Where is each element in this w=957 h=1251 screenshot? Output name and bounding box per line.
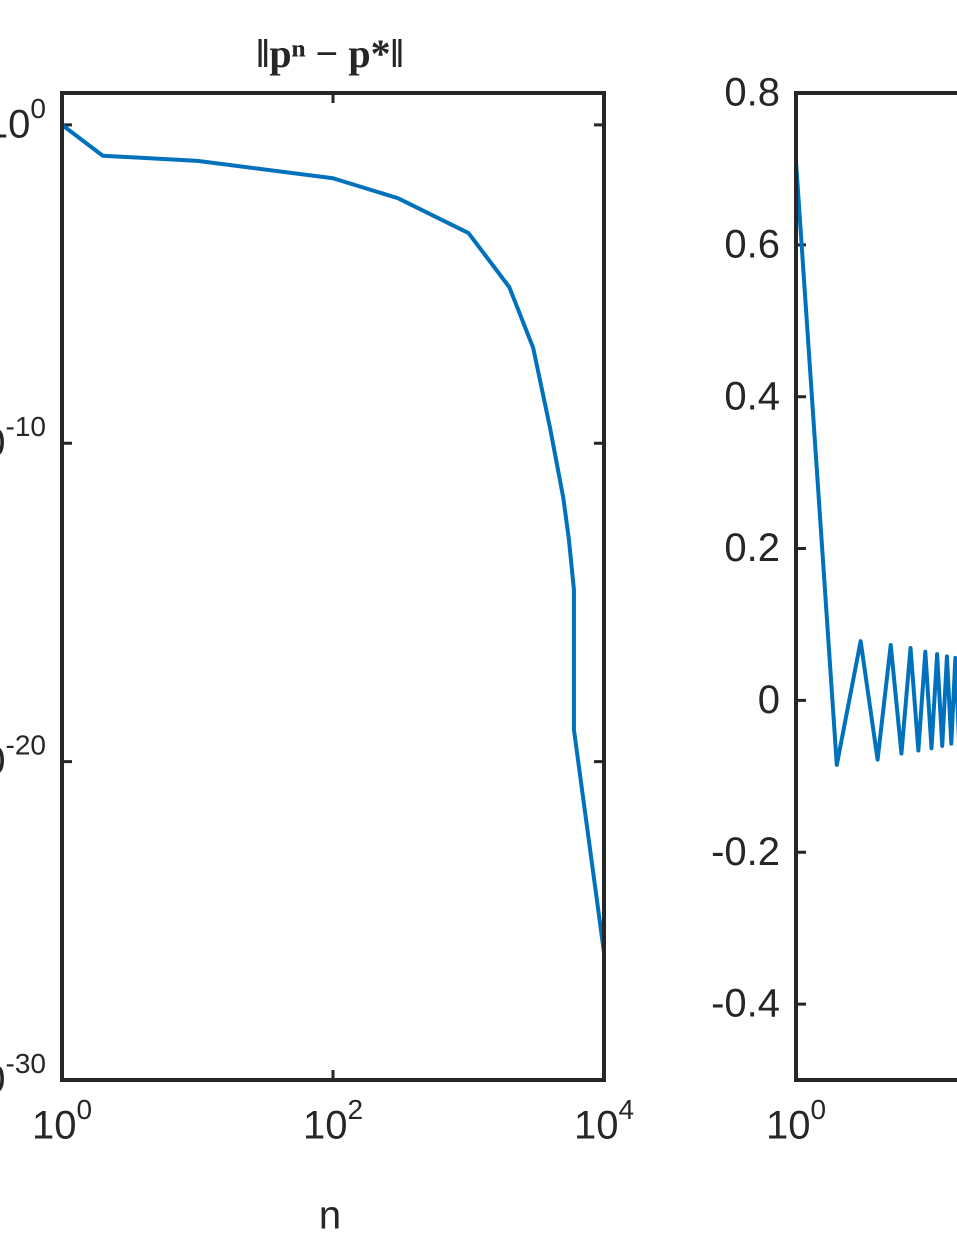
x-tick-label: 104 <box>574 1094 634 1147</box>
y-tick-label: 10-30 <box>0 1048 46 1101</box>
y-tick-label: 0 <box>758 678 780 722</box>
data-line <box>62 123 604 953</box>
y-tick-label: 0.4 <box>724 374 780 418</box>
y-tick-label: 10-10 <box>0 412 46 465</box>
y-tick-label: 100 <box>0 93 46 146</box>
x-tick-label: 102 <box>303 1094 363 1147</box>
y-tick-label: -0.2 <box>711 830 780 874</box>
x-tick-label: 100 <box>766 1094 826 1147</box>
axes-box <box>60 91 606 1082</box>
y-tick-label: -0.4 <box>711 982 780 1026</box>
data-line <box>796 161 957 767</box>
y-tick-label: 0.2 <box>724 526 780 570</box>
x-tick-label: 100 <box>32 1094 92 1147</box>
chart-title: ‖pⁿ − p*‖ <box>256 31 403 76</box>
x-axis-label: n <box>319 1194 341 1238</box>
y-tick-label: 10-20 <box>0 730 46 783</box>
y-tick-label: 0.8 <box>724 71 780 115</box>
y-tick-label: 0.6 <box>724 222 780 266</box>
axes-box <box>794 91 957 1082</box>
